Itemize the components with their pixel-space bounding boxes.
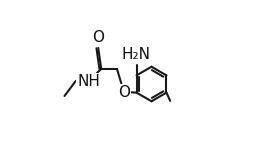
Text: H₂N: H₂N bbox=[121, 47, 150, 62]
Text: NH: NH bbox=[77, 74, 100, 89]
Text: O: O bbox=[92, 30, 104, 45]
Text: O: O bbox=[118, 85, 130, 100]
